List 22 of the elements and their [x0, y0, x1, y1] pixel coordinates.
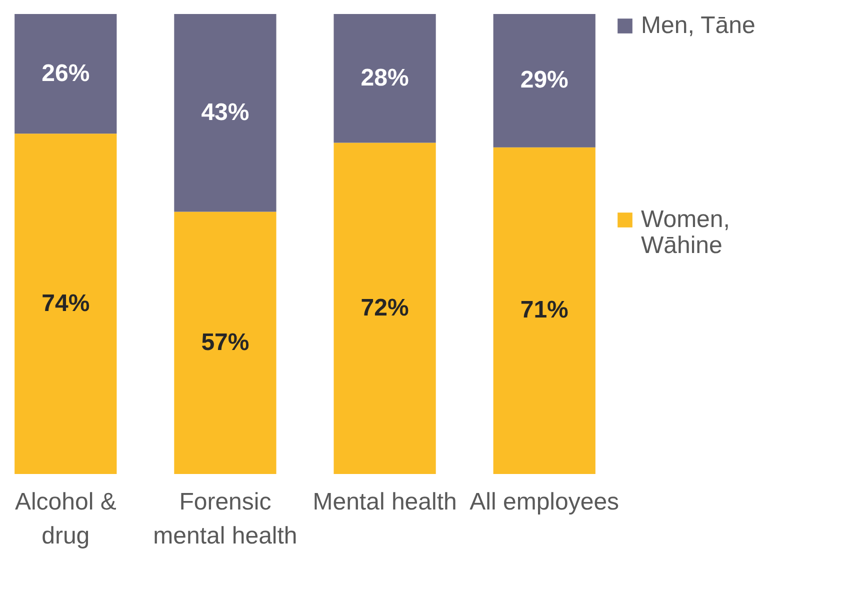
data-label: 72% [360, 294, 409, 322]
bar [174, 212, 276, 474]
bar [493, 14, 596, 148]
bar [334, 142, 436, 474]
x-tick-label: Alcohol & drug [14, 488, 116, 550]
bar [334, 14, 436, 143]
x-tick-label: Forensic mental health [153, 488, 298, 550]
bar [174, 14, 276, 212]
legend-label: Women, Wāhine [641, 206, 730, 259]
legend-label: Men, Tāne [641, 12, 756, 39]
bar [493, 147, 596, 474]
data-label: 28% [360, 64, 409, 92]
x-tick-label: Mental health [312, 488, 457, 516]
data-label: 29% [520, 66, 568, 94]
x-tick-label: All employees [470, 488, 620, 516]
bar [14, 14, 117, 134]
data-label: 26% [42, 60, 90, 87]
data-label: 43% [201, 98, 250, 126]
bar [14, 134, 117, 474]
data-label: 57% [201, 328, 250, 356]
data-label: 71% [520, 296, 568, 324]
data-label: 74% [42, 290, 90, 317]
